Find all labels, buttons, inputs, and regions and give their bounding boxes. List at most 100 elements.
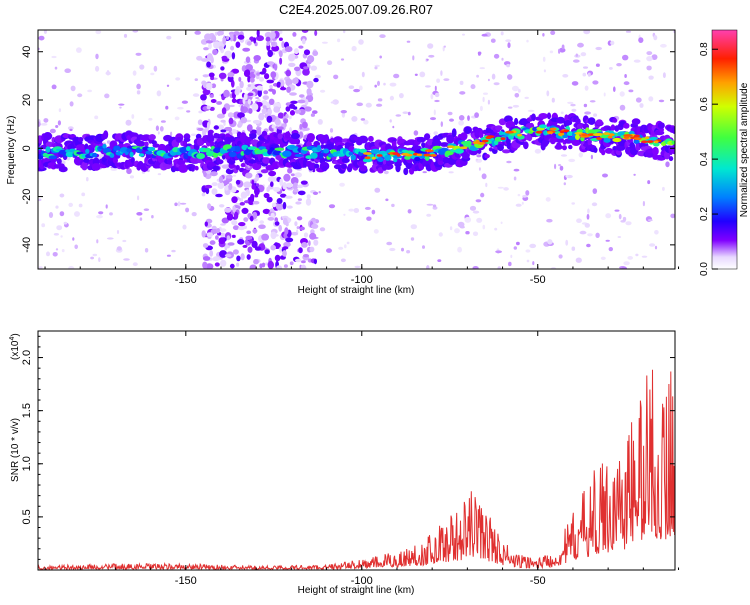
heatmap-speckle [361,71,365,78]
heatmap-speckle [517,193,521,197]
heatmap-band-speckle [243,181,252,188]
spectrogram-heatmap [38,30,675,269]
heatmap-ridge-halo [39,164,45,170]
heatmap-band-speckle [227,112,234,118]
heatmap-band-speckle [226,213,234,221]
heatmap-ridge-halo [183,137,191,142]
heatmap-speckle [256,170,260,174]
heatmap-speckle [454,228,460,234]
heatmap-ridge-core [85,148,90,154]
heatmap-ridge-halo [177,159,186,166]
heatmap-band-speckle [292,182,299,190]
heatmap-ridge-peak [364,156,371,160]
heatmap-band-speckle [206,121,210,130]
heatmap-speckle [592,188,598,195]
heatmap-speckle [622,54,629,61]
heatmap-ridge-core [126,148,133,153]
heatmap-band-speckle [245,172,253,179]
heatmap-speckle [617,236,622,238]
heatmap-ridge-peak [423,153,431,157]
heatmap-speckle [610,40,615,46]
spectrogram-xtick-label: -50 [530,274,546,286]
heatmap-ridge-halo [341,157,350,163]
heatmap-ridge-core [240,151,245,156]
heatmap-speckle [623,81,630,86]
heatmap-speckle [376,103,383,107]
heatmap-speckle [513,168,520,172]
heatmap-speckle [166,254,171,257]
heatmap-ridge-peak [581,133,588,137]
heatmap-speckle [413,130,419,136]
heatmap-speckle [174,116,180,121]
heatmap-speckle [139,217,143,221]
heatmap-band-speckle [202,74,209,78]
heatmap-band-speckle [305,198,312,206]
heatmap-speckle [43,118,49,123]
heatmap-speckle [192,93,200,97]
heatmap-speckle [524,96,529,99]
heatmap-band-speckle [218,175,224,184]
heatmap-speckle [500,31,504,36]
heatmap-speckle [351,116,358,122]
heatmap-speckle [432,204,437,208]
heatmap-band-speckle [247,246,253,253]
heatmap-band-speckle [266,79,275,84]
heatmap-band-speckle [231,52,236,60]
heatmap-band-speckle [263,192,270,199]
heatmap-speckle [426,265,430,269]
heatmap-speckle [63,221,68,225]
heatmap-speckle [156,90,162,97]
heatmap-ridge-core [145,150,153,155]
heatmap-ridge-halo [593,147,598,153]
heatmap-ridge-halo [284,131,291,139]
heatmap-band-speckle [312,191,319,195]
heatmap-speckle [54,66,58,70]
heatmap-band-speckle [267,217,275,221]
heatmap-speckle [587,233,593,237]
heatmap-band-speckle [200,94,207,101]
colorbar-tick-label: 0.2 [699,207,710,221]
heatmap-band-speckle [212,49,218,56]
heatmap-band-speckle [279,57,283,65]
heatmap-speckle [478,167,481,171]
heatmap-ridge-halo [213,132,219,139]
heatmap-ridge-halo [216,159,224,165]
heatmap-band-speckle [240,117,248,124]
heatmap-speckle [583,30,591,35]
heatmap-speckle [391,203,395,208]
heatmap-speckle [157,131,160,135]
heatmap-speckle [583,66,588,69]
heatmap-speckle [358,39,364,45]
heatmap-band-speckle [212,256,221,261]
heatmap-band-speckle [217,181,225,189]
heatmap-band-speckle [226,235,231,241]
heatmap-band-speckle [303,66,309,70]
heatmap-band-speckle [238,226,245,231]
snr-ytick-label: 1.5 [21,403,33,418]
heatmap-band-speckle [252,211,258,220]
heatmap-speckle [353,208,360,213]
heatmap-ridge-core [76,151,84,155]
heatmap-band-speckle [225,174,233,179]
heatmap-speckle [55,205,59,209]
heatmap-speckle [389,95,394,101]
heatmap-speckle [619,104,626,111]
heatmap-band-speckle [268,98,275,106]
heatmap-speckle [338,246,344,250]
heatmap-speckle [543,69,547,73]
heatmap-speckle [670,213,675,219]
heatmap-ridge-halo [302,158,308,168]
heatmap-speckle [78,203,83,208]
heatmap-speckle [317,119,323,125]
heatmap-band-speckle [277,112,284,119]
heatmap-band-speckle [227,72,235,78]
heatmap-speckle [40,123,48,126]
heatmap-speckle [514,93,520,98]
heatmap-ridge-core [603,137,611,143]
heatmap-speckle [516,241,520,246]
heatmap-band-speckle [238,76,242,82]
heatmap-speckle [229,104,235,108]
heatmap-speckle [64,68,71,73]
heatmap-band-speckle [209,250,214,257]
